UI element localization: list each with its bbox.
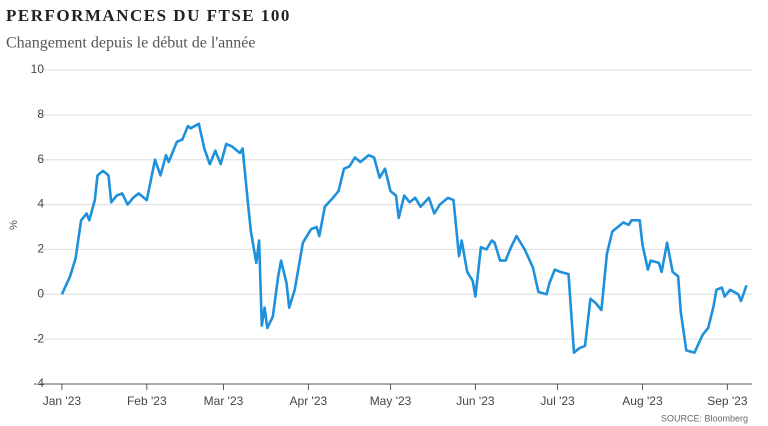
source: SOURCE: Bloomberg (661, 413, 748, 423)
series-line (60, 122, 748, 354)
y-tick-label: 10 (31, 62, 45, 76)
y-tick-label: 6 (37, 152, 44, 166)
y-axis-label: % (8, 220, 20, 230)
y-tick-label: 4 (37, 197, 44, 211)
y-tick-label: 8 (37, 107, 44, 121)
chart-title: PERFORMANCES DU FTSE 100 (6, 6, 291, 25)
x-tick-label: Jul '23 (540, 394, 575, 408)
chart-subtitle: Changement depuis le début de l'année (6, 35, 255, 52)
x-tick-label: Jun '23 (456, 394, 495, 408)
x-tick-label: Apr '23 (290, 394, 328, 408)
y-tick-label: -2 (33, 331, 44, 345)
x-tick-label: Mar '23 (204, 394, 244, 408)
y-tick-label: -4 (33, 376, 44, 390)
y-tick-label: 2 (37, 242, 44, 256)
x-tick-label: Feb '23 (127, 394, 167, 408)
x-tick-label: Aug '23 (622, 394, 663, 408)
x-tick-label: May '23 (370, 394, 412, 408)
x-tick-label: Jan '23 (43, 394, 82, 408)
y-tick-label: 0 (37, 286, 44, 300)
x-tick-label: Sep '23 (707, 394, 748, 408)
